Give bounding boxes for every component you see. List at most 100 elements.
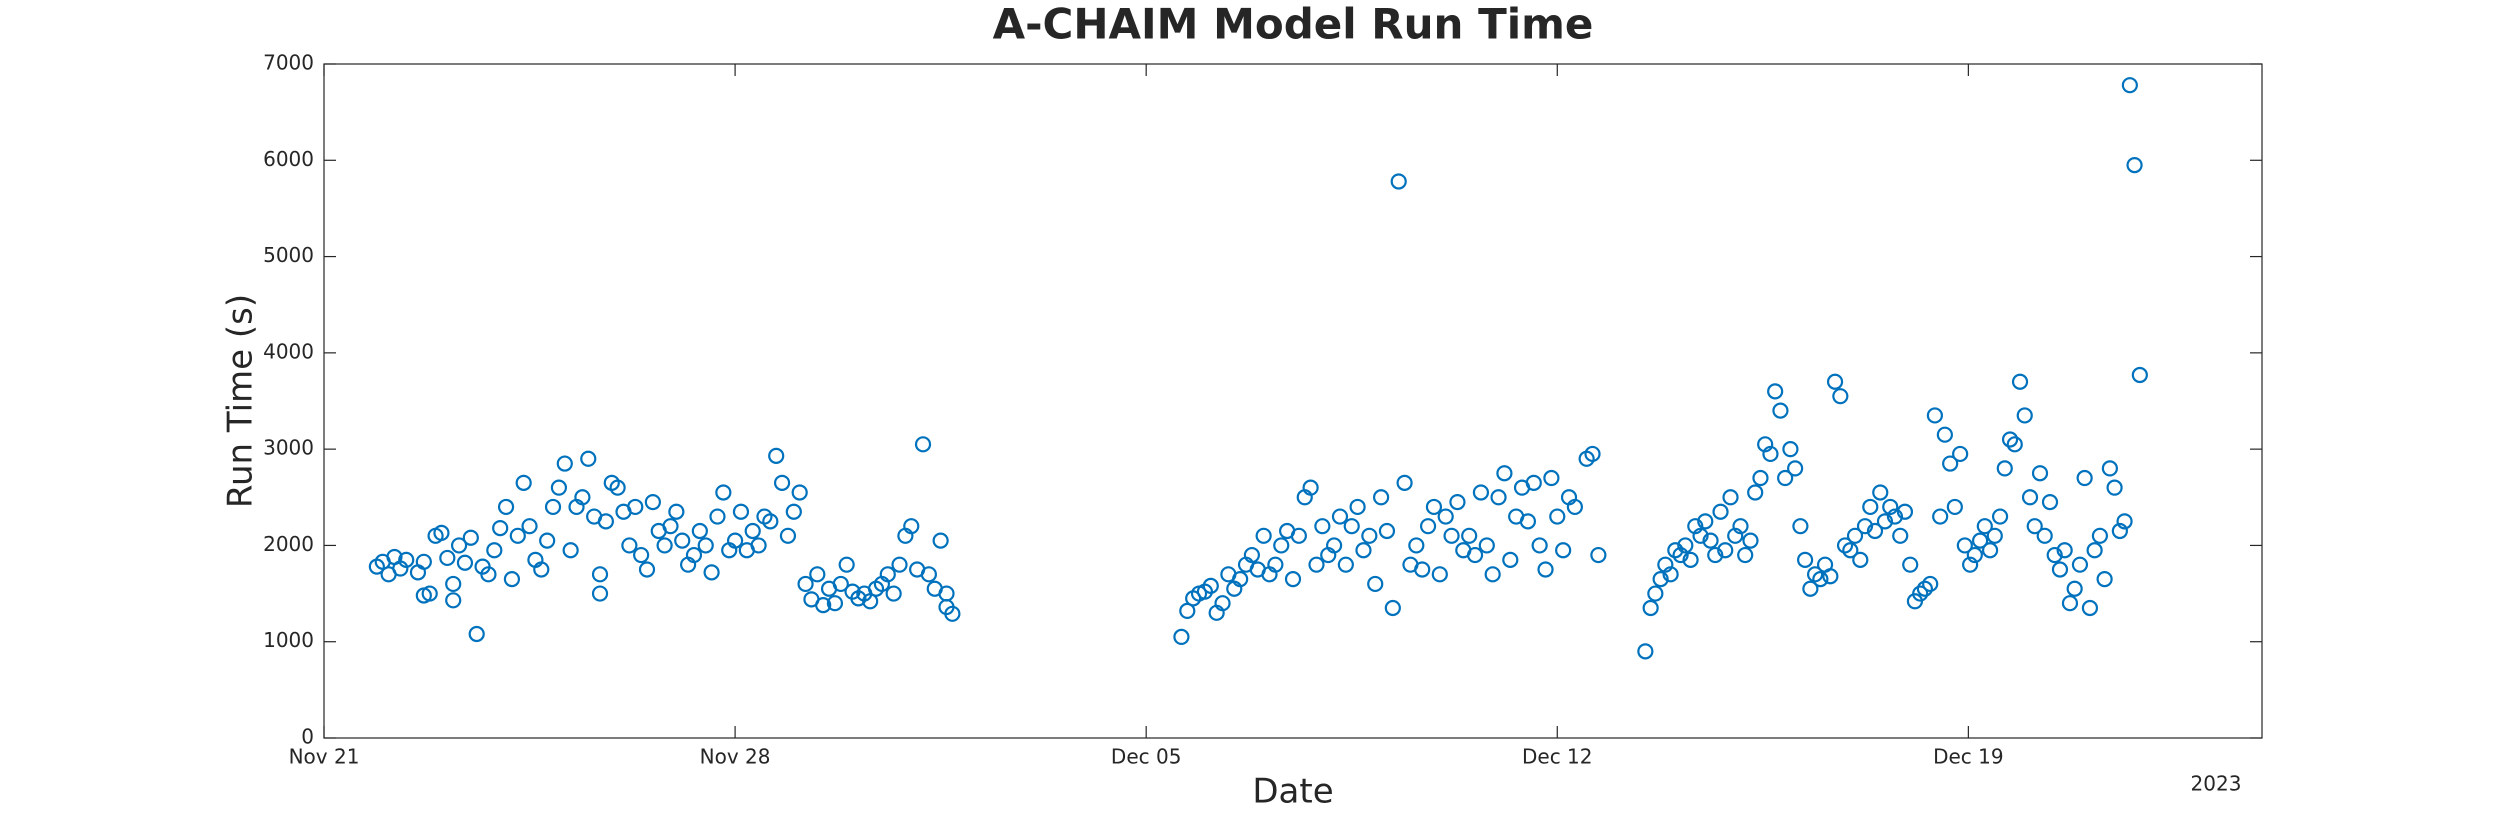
point — [2116, 513, 2133, 530]
point — [2046, 546, 2063, 564]
point — [1952, 445, 1969, 463]
point — [891, 556, 908, 573]
point — [539, 532, 556, 549]
point — [556, 455, 573, 472]
point — [2051, 561, 2069, 578]
point — [1707, 546, 1724, 564]
point — [2056, 542, 2073, 559]
point — [1647, 585, 1664, 602]
point — [1531, 537, 1548, 554]
point — [1896, 503, 1914, 520]
point — [914, 436, 932, 453]
point — [1692, 527, 1709, 544]
point — [1425, 498, 1443, 516]
point — [1466, 546, 1484, 564]
point — [450, 537, 468, 554]
point — [703, 564, 720, 581]
point — [1525, 474, 1542, 491]
point — [1732, 518, 1749, 535]
point — [580, 450, 597, 467]
point — [1308, 556, 1325, 573]
point — [1966, 546, 1983, 564]
point — [480, 566, 497, 583]
point — [668, 503, 685, 520]
point — [503, 571, 521, 588]
point — [415, 553, 432, 570]
x-tick-label: Nov 21 — [289, 745, 360, 769]
y-tick-label: 7000 — [263, 51, 314, 75]
point — [1337, 556, 1354, 573]
point — [773, 474, 791, 491]
point — [1378, 522, 1396, 540]
point — [1173, 628, 1190, 646]
point — [1882, 498, 1899, 516]
point — [638, 561, 656, 578]
point — [2126, 157, 2143, 174]
point — [1437, 508, 1454, 525]
point — [1662, 566, 1679, 583]
point — [1722, 489, 1739, 506]
point — [879, 566, 896, 583]
point — [433, 524, 450, 542]
point — [2016, 407, 2033, 424]
point — [1762, 445, 1779, 463]
point — [1637, 643, 1654, 660]
point — [544, 498, 562, 516]
point — [1972, 532, 1989, 549]
point — [2021, 489, 2039, 506]
point — [1472, 484, 1490, 501]
point — [1936, 426, 1953, 443]
y-tick-label: 2000 — [263, 532, 314, 556]
point — [1255, 527, 1272, 544]
point — [515, 474, 532, 491]
point — [1214, 595, 1231, 612]
point — [439, 549, 456, 567]
point — [521, 518, 538, 535]
point — [1876, 513, 1894, 530]
point — [1836, 537, 1854, 554]
point — [497, 498, 515, 516]
year-label: 2023 — [2191, 772, 2242, 796]
point — [1414, 561, 1431, 578]
point — [627, 498, 644, 516]
point — [1822, 568, 1839, 585]
point — [1657, 556, 1674, 573]
y-tick-label: 1000 — [263, 628, 314, 652]
point — [1727, 527, 1744, 544]
point — [2106, 479, 2123, 496]
point — [885, 585, 902, 602]
point — [1549, 508, 1566, 525]
y-tick-label: 6000 — [263, 147, 314, 171]
point — [1243, 546, 1260, 564]
x-tick-label: Nov 28 — [700, 745, 771, 769]
point — [445, 592, 462, 609]
point — [1737, 546, 1754, 564]
point — [785, 503, 802, 520]
point — [2086, 542, 2103, 559]
point — [398, 551, 415, 568]
point — [1584, 445, 1601, 463]
point — [1408, 537, 1425, 554]
point — [1852, 551, 1869, 568]
point — [1502, 551, 1519, 568]
x-tick-label: Dec 12 — [1522, 745, 1593, 769]
point — [1712, 503, 1729, 520]
point — [944, 605, 961, 622]
point — [1396, 474, 1413, 491]
point — [1991, 508, 2009, 525]
point — [2031, 465, 2049, 482]
point — [1812, 571, 1829, 588]
point — [1331, 508, 1349, 525]
point — [1590, 546, 1607, 564]
point — [1802, 580, 1819, 597]
y-axis-label: Run Time (s) — [221, 294, 261, 508]
point — [409, 564, 427, 581]
point — [809, 566, 826, 583]
point — [1642, 599, 1659, 617]
point — [509, 527, 526, 544]
point — [656, 537, 673, 554]
point — [750, 537, 767, 554]
point — [2066, 580, 2083, 597]
point — [2101, 460, 2118, 477]
